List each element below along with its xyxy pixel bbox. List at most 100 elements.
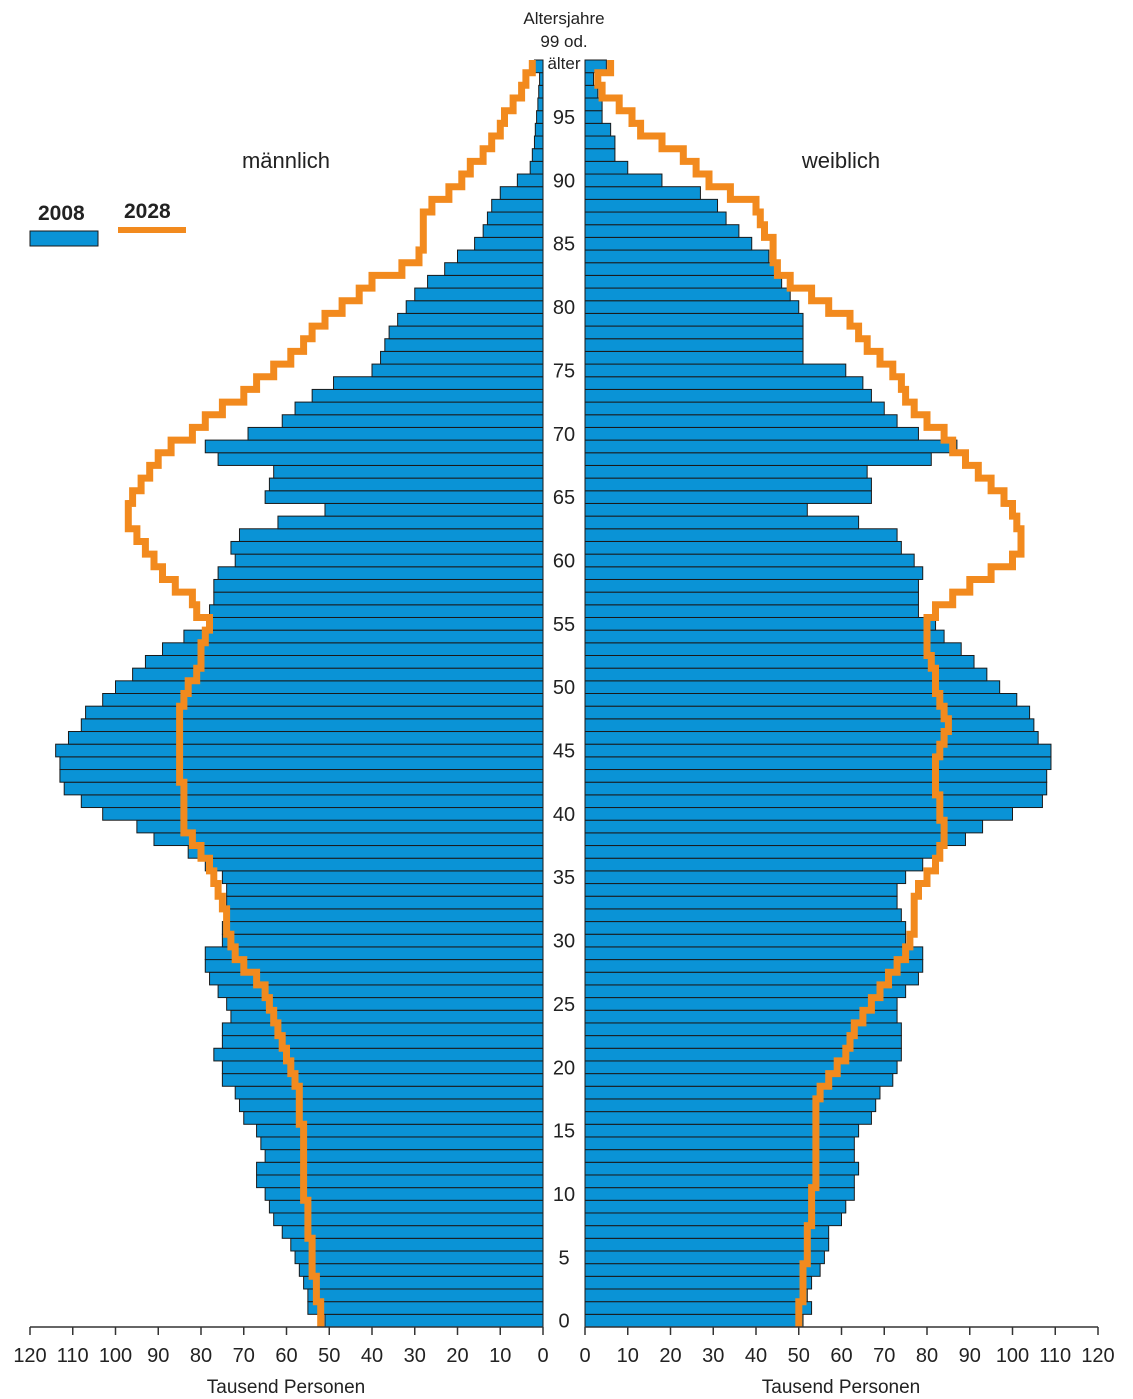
bar-female-age-27 <box>584 971 919 986</box>
x-tick-label-left-120: 120 <box>13 1345 46 1367</box>
bar-female-age-25 <box>584 997 898 1011</box>
bar-male-age-65 <box>264 490 544 504</box>
bar-male-age-34 <box>226 883 544 897</box>
bar-female-age-88 <box>584 198 719 213</box>
bar-female-age-5 <box>584 1250 825 1265</box>
bar-female-age-6 <box>584 1237 830 1252</box>
bar-female-age-61 <box>584 540 902 555</box>
legend-swatch-2008 <box>29 230 99 247</box>
bar-male-age-64 <box>324 502 544 517</box>
bar-male-age-63 <box>277 515 544 530</box>
bar-male-age-76 <box>380 350 544 365</box>
age-header-line-3: älter <box>547 54 580 73</box>
x-tick-label-right-90: 90 <box>959 1345 981 1367</box>
bar-male-age-20 <box>221 1060 544 1075</box>
age-label-90: 90 <box>553 170 575 192</box>
age-label-50: 50 <box>553 677 575 699</box>
age-label-45: 45 <box>553 741 575 763</box>
bar-female-age-40 <box>584 807 1013 821</box>
bar-male-age-79 <box>397 312 544 327</box>
bar-female-age-53 <box>584 642 962 656</box>
bar-male-age-72 <box>294 401 544 416</box>
bar-female-age-32 <box>584 908 902 923</box>
bar-male-age-40 <box>102 807 544 821</box>
bar-female-age-29 <box>584 946 924 961</box>
x-tick-label-left-80: 80 <box>190 1345 212 1367</box>
bar-male-age-83 <box>444 262 544 276</box>
age-label-25: 25 <box>553 994 575 1016</box>
bar-female-age-51 <box>584 667 988 682</box>
bar-male-age-90 <box>516 173 544 188</box>
bar-female-age-0 <box>584 1313 804 1328</box>
male-2028-line <box>124 60 536 1327</box>
bar-female-age-72 <box>584 401 885 416</box>
x-tick-label-right-40: 40 <box>745 1345 767 1367</box>
bar-female-age-28 <box>584 959 924 973</box>
x-tick-label-left-20: 20 <box>446 1345 468 1367</box>
age-label-70: 70 <box>553 424 575 446</box>
age-label-20: 20 <box>553 1057 575 1079</box>
x-tick-label-right-70: 70 <box>873 1345 895 1367</box>
x-tick-label-right-110: 110 <box>1039 1345 1071 1367</box>
bar-male-age-71 <box>281 414 544 428</box>
bar-male-age-8 <box>273 1212 544 1227</box>
x-axis-title-left: Tausend Personen <box>207 1377 365 1398</box>
bar-female-age-69 <box>584 439 958 454</box>
bar-male-age-82 <box>427 274 544 289</box>
bar-male-age-88 <box>491 198 544 213</box>
bar-female-age-9 <box>584 1199 847 1214</box>
bar-female-age-76 <box>584 350 804 365</box>
bar-male-age-29 <box>204 946 544 961</box>
bar-female-age-21 <box>584 1047 902 1062</box>
bar-male-age-32 <box>226 908 544 923</box>
legend-label-2008: 2008 <box>38 202 85 225</box>
bar-female-age-93 <box>584 135 616 150</box>
bar-female-age-78 <box>584 325 804 340</box>
x-tick-label-left-10: 10 <box>489 1345 511 1367</box>
x-tick-label-left-60: 60 <box>275 1345 297 1367</box>
age-header-line-1: Altersjahre <box>523 9 604 28</box>
bar-female-age-83 <box>584 262 778 276</box>
bar-male-age-16 <box>243 1111 544 1125</box>
bar-male-age-58 <box>213 578 544 593</box>
age-label-35: 35 <box>553 867 575 889</box>
bar-male-age-94 <box>534 122 544 137</box>
bar-female-age-65 <box>584 490 872 504</box>
bar-male-age-81 <box>414 287 544 302</box>
bar-male-age-45 <box>55 743 544 758</box>
bar-female-age-33 <box>584 895 898 910</box>
bar-female-age-17 <box>584 1098 877 1113</box>
bar-female-age-45 <box>584 743 1052 758</box>
bar-male-age-39 <box>136 819 544 834</box>
bar-female-age-48 <box>584 705 1031 720</box>
bar-female-age-95 <box>584 110 603 124</box>
bar-male-age-17 <box>238 1098 544 1113</box>
bar-female-age-55 <box>584 616 937 631</box>
bar-male-age-7 <box>281 1225 544 1239</box>
bar-female-age-73 <box>584 388 872 403</box>
bar-female-age-77 <box>584 338 804 352</box>
bar-female-age-39 <box>584 819 984 834</box>
x-tick-label-left-50: 50 <box>318 1345 340 1367</box>
bar-female-age-2 <box>584 1288 808 1303</box>
bar-male-age-11 <box>256 1174 544 1189</box>
age-header-line-2: 99 od. <box>540 32 587 51</box>
x-tick-label-left-0: 0 <box>537 1345 548 1367</box>
age-label-0: 0 <box>558 1311 569 1333</box>
bar-male-age-43 <box>59 769 544 783</box>
bar-male-age-52 <box>144 654 544 669</box>
bar-male-age-87 <box>486 211 544 226</box>
bar-male-age-57 <box>213 591 544 606</box>
bar-male-age-19 <box>221 1073 544 1087</box>
bar-female-age-35 <box>584 870 907 885</box>
bar-female-age-80 <box>584 300 800 314</box>
bar-male-age-47 <box>80 718 544 733</box>
age-label-55: 55 <box>553 614 575 636</box>
bar-male-age-22 <box>221 1035 544 1049</box>
bar-female-age-60 <box>584 553 915 568</box>
bar-female-age-85 <box>584 236 753 251</box>
bar-male-age-60 <box>234 553 544 568</box>
bar-male-age-92 <box>531 148 544 162</box>
age-label-80: 80 <box>553 297 575 319</box>
bar-male-age-54 <box>183 629 544 644</box>
